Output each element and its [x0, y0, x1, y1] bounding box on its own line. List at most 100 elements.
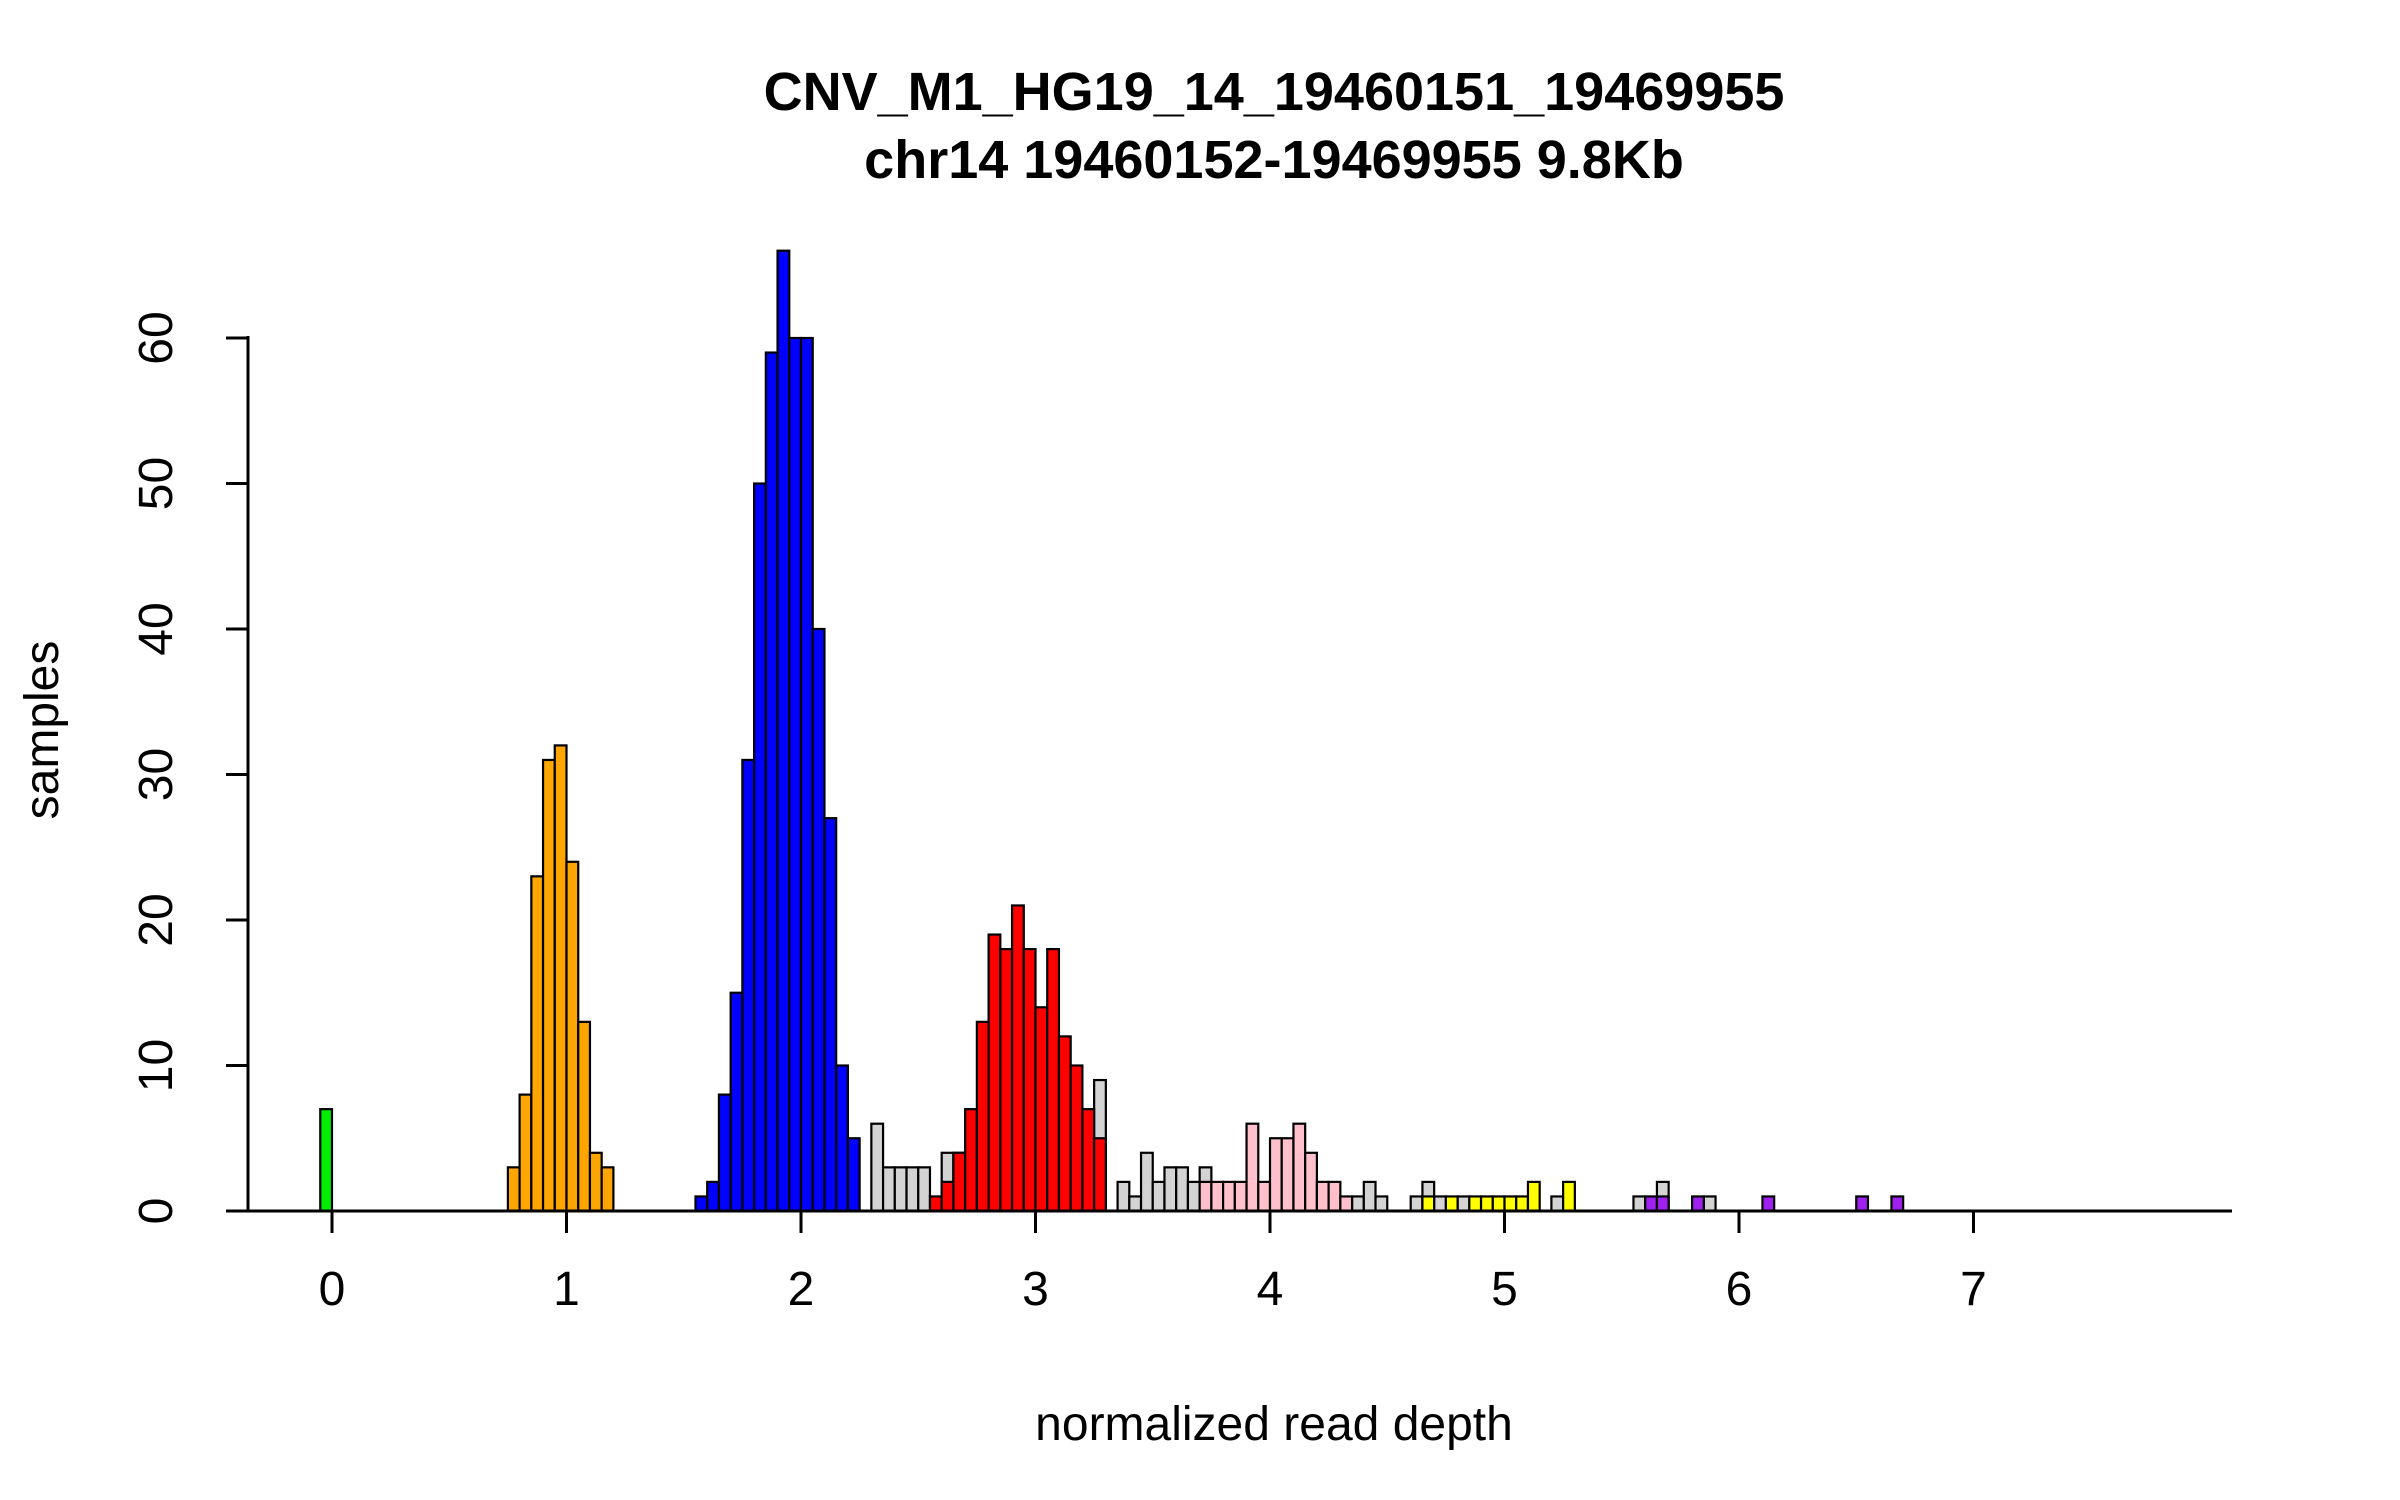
bar-gray-22 [1433, 1195, 1447, 1213]
bar-gray-3 [905, 1166, 920, 1213]
bar-blue-7 [776, 249, 791, 1213]
bar-orange-2 [530, 875, 545, 1213]
y-tick-label-30: 30 [130, 748, 183, 801]
bar-red-3 [964, 1108, 978, 1213]
bar-yellow-0 [1421, 1195, 1436, 1213]
bar-gray-2 [893, 1166, 908, 1213]
bar-pink-8 [1292, 1122, 1307, 1213]
bar-yellow-8 [1562, 1180, 1576, 1213]
bar-yellow-7 [1526, 1180, 1541, 1213]
bar-gray-27 [1702, 1195, 1717, 1213]
bar-gray-20 [1409, 1195, 1424, 1213]
x-tick-label-2: 2 [788, 1263, 815, 1316]
bar-pink-11 [1327, 1180, 1342, 1213]
bar-orange-5 [565, 860, 580, 1213]
bar-orange-3 [541, 758, 556, 1213]
bar-blue-2 [717, 1093, 732, 1213]
y-tick-label-20: 20 [130, 893, 183, 946]
bar-gray-17 [1350, 1195, 1365, 1213]
bar-yellow-1 [1444, 1195, 1459, 1213]
x-tick-label-4: 4 [1257, 1263, 1284, 1316]
bar-pink-0 [1198, 1180, 1213, 1213]
bar-pink-3 [1233, 1180, 1248, 1213]
bar-gray-25 [1632, 1195, 1647, 1213]
bar-purple-0 [1644, 1195, 1659, 1213]
bar-yellow-5 [1503, 1195, 1518, 1213]
bar-purple-5 [1890, 1195, 1905, 1213]
y-tick-label-10: 10 [130, 1039, 183, 1092]
y-axis-label: samples [16, 641, 69, 820]
bar-red-10 [1046, 947, 1061, 1213]
bar-pink-10 [1315, 1180, 1330, 1213]
bar-blue-6 [764, 351, 779, 1213]
bar-red-14 [1093, 1137, 1107, 1213]
bar-pink-7 [1280, 1137, 1295, 1213]
bar-gray-24 [1550, 1195, 1565, 1213]
y-tick-label-40: 40 [130, 602, 183, 655]
bar-red-1 [940, 1180, 955, 1213]
bar-gray-0 [870, 1122, 885, 1213]
bar-purple-4 [1855, 1195, 1870, 1213]
x-tick-label-5: 5 [1491, 1263, 1518, 1316]
bar-red-13 [1081, 1108, 1096, 1213]
bar-blue-1 [706, 1180, 721, 1213]
bar-red-2 [952, 1151, 967, 1213]
bar-blue-13 [846, 1137, 861, 1213]
bar-blue-3 [729, 991, 744, 1213]
bar-pink-1 [1210, 1180, 1225, 1213]
bar-red-8 [1022, 947, 1037, 1213]
bar-gray-9 [1116, 1180, 1131, 1213]
bar-red-7 [1010, 904, 1025, 1213]
bar-purple-2 [1690, 1195, 1705, 1213]
bar-gray-11 [1139, 1151, 1154, 1213]
bar-purple-1 [1655, 1195, 1670, 1213]
bar-blue-9 [799, 336, 814, 1213]
bar-blue-4 [741, 758, 756, 1213]
bar-yellow-4 [1491, 1195, 1506, 1213]
bar-gray-13 [1163, 1166, 1178, 1213]
bar-red-0 [928, 1195, 943, 1213]
x-tick-label-6: 6 [1726, 1263, 1753, 1316]
bar-red-11 [1057, 1035, 1072, 1213]
bar-gray-10 [1128, 1195, 1143, 1213]
bar-orange-0 [506, 1166, 521, 1213]
x-axis: 0 1 2 3 4 5 6 7 [319, 1211, 1987, 1316]
bar-yellow-3 [1479, 1195, 1494, 1213]
chart-title: CNV_M1_HG19_14_19460151_19469955 [764, 62, 1785, 122]
bar-blue-10 [811, 627, 826, 1213]
bar-red-9 [1034, 1006, 1049, 1213]
y-axis: 0 10 20 30 40 50 60 [130, 311, 248, 1224]
x-tick-label-3: 3 [1022, 1263, 1049, 1316]
bar-blue-8 [788, 336, 803, 1213]
bar-pink-2 [1221, 1180, 1236, 1213]
bar-gray-4 [917, 1166, 932, 1213]
bar-pink-9 [1304, 1151, 1319, 1213]
bar-pink-5 [1257, 1180, 1272, 1213]
bar-blue-5 [752, 482, 767, 1213]
x-tick-label-0: 0 [319, 1263, 346, 1316]
bar-red-5 [987, 933, 1002, 1213]
bar-gray-1 [881, 1166, 896, 1213]
bar-gray-12 [1151, 1180, 1166, 1213]
bar-yellow-2 [1468, 1195, 1483, 1213]
x-tick-label-1: 1 [553, 1263, 580, 1316]
bar-gray-23 [1456, 1195, 1471, 1213]
bar-pink-4 [1245, 1122, 1260, 1213]
bar-pink-6 [1268, 1137, 1283, 1213]
bar-purple-3 [1761, 1195, 1776, 1213]
bar-pink-12 [1339, 1195, 1354, 1213]
bar-orange-6 [577, 1020, 592, 1213]
bar-blue-0 [694, 1195, 709, 1213]
bar-gray-18 [1362, 1180, 1377, 1213]
y-tick-label-0: 0 [130, 1198, 183, 1225]
chart-subtitle: chr14 19460152-19469955 9.8Kb [864, 130, 1684, 190]
bar-yellow-6 [1515, 1195, 1530, 1213]
bar-orange-7 [588, 1151, 603, 1213]
bar-gray-14 [1175, 1166, 1190, 1213]
bar-red-4 [975, 1020, 990, 1213]
bar-red-6 [999, 947, 1014, 1213]
bar-red-12 [1069, 1064, 1084, 1213]
x-tick-label-7: 7 [1960, 1263, 1987, 1316]
bar-gray-15 [1186, 1180, 1201, 1213]
